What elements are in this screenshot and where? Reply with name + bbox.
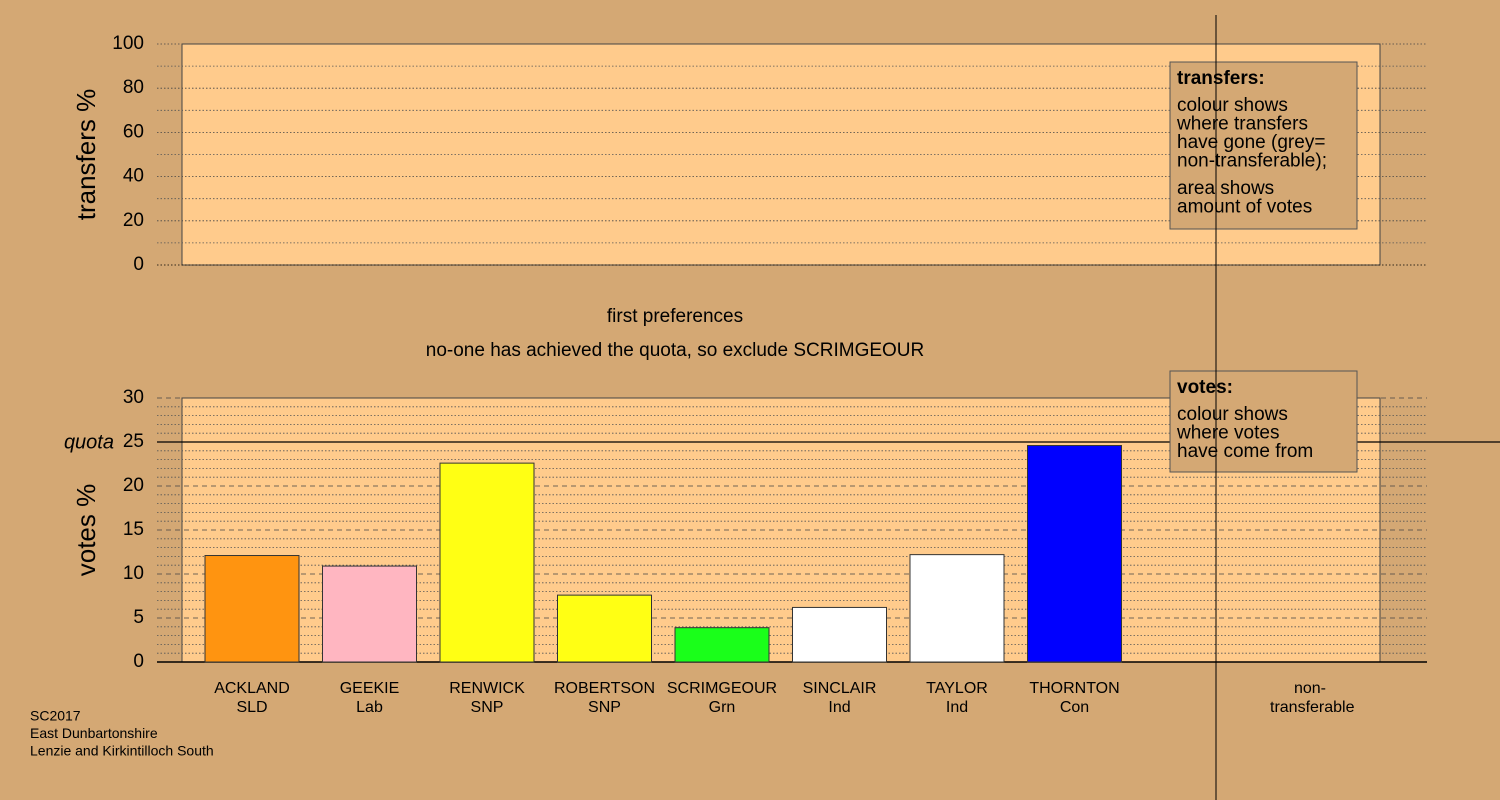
y-tick-label: 10: [123, 563, 144, 584]
x-tick-label: THORNTON: [1029, 680, 1119, 697]
legend-text: amount of votes: [1177, 197, 1312, 218]
legend-text: where transfers: [1176, 114, 1308, 135]
x-tick-sublabel: Lab: [356, 699, 383, 716]
x-tick-sublabel: Ind: [946, 699, 968, 716]
y-tick-label: 30: [123, 387, 144, 408]
y-tick-label: 40: [123, 166, 144, 187]
quota-label: quota: [64, 431, 114, 453]
y-tick-label: 0: [133, 254, 144, 275]
x-tick-label: SCRIMGEOUR: [667, 680, 777, 697]
y-tick-label: 5: [133, 607, 144, 628]
legend-text: colour shows: [1177, 95, 1288, 116]
legend-box: [1169, 370, 1358, 473]
x-tick-label: GEEKIE: [340, 680, 400, 697]
bar: [1027, 445, 1122, 663]
legend-text: colour shows: [1177, 404, 1288, 425]
bar: [792, 606, 887, 663]
legend-box: [1169, 61, 1358, 230]
chart-subtitle: no-one has achieved the quota, so exclud…: [426, 340, 925, 361]
bar: [909, 554, 1005, 663]
x-tick-sublabel: SNP: [471, 699, 504, 716]
y-tick-label: 0: [133, 651, 144, 672]
bar: [557, 594, 652, 663]
x-tick-label: RENWICK: [449, 680, 525, 697]
chart-title: first preferences: [607, 306, 743, 327]
legend-text: have come from: [1177, 441, 1313, 462]
bar: [322, 565, 417, 663]
y-tick-label: 15: [123, 519, 144, 540]
y-tick-label: 25: [123, 431, 144, 452]
footer-text: Lenzie and Kirkintilloch South: [30, 743, 214, 759]
x-tick-label: SINCLAIR: [803, 680, 877, 697]
y-axis-label: transfers %: [71, 89, 101, 221]
y-axis-label: votes %: [71, 484, 101, 577]
y-tick-label: 20: [123, 210, 144, 231]
x-tick-label: ACKLAND: [214, 680, 290, 697]
bar: [674, 627, 770, 663]
y-tick-label: 60: [123, 121, 144, 142]
x-tick-sublabel: SNP: [588, 699, 621, 716]
x-tick-sublabel: Grn: [709, 699, 736, 716]
bar: [439, 462, 535, 663]
x-tick-sublabel: SLD: [236, 699, 267, 716]
x-tick-sublabel: Con: [1060, 699, 1089, 716]
footer-text: SC2017: [30, 708, 81, 724]
bar: [204, 555, 300, 663]
x-tick-label: non-transferable: [1270, 680, 1355, 716]
y-tick-label: 20: [123, 475, 144, 496]
x-tick-label: TAYLOR: [926, 680, 988, 697]
legend-text: where votes: [1176, 423, 1279, 444]
y-tick-label: 80: [123, 77, 144, 98]
x-tick-sublabel: Ind: [828, 699, 850, 716]
legend-text: have gone (grey=: [1177, 132, 1325, 153]
legend-text: non-transferable);: [1177, 151, 1327, 172]
x-tick-label: ROBERTSON: [554, 680, 655, 697]
y-tick-label: 100: [112, 33, 144, 54]
footer-text: East Dunbartonshire: [30, 725, 158, 741]
legend-title: votes:: [1177, 377, 1233, 398]
legend-title: transfers:: [1177, 68, 1265, 89]
legend-text: area shows: [1177, 178, 1274, 199]
